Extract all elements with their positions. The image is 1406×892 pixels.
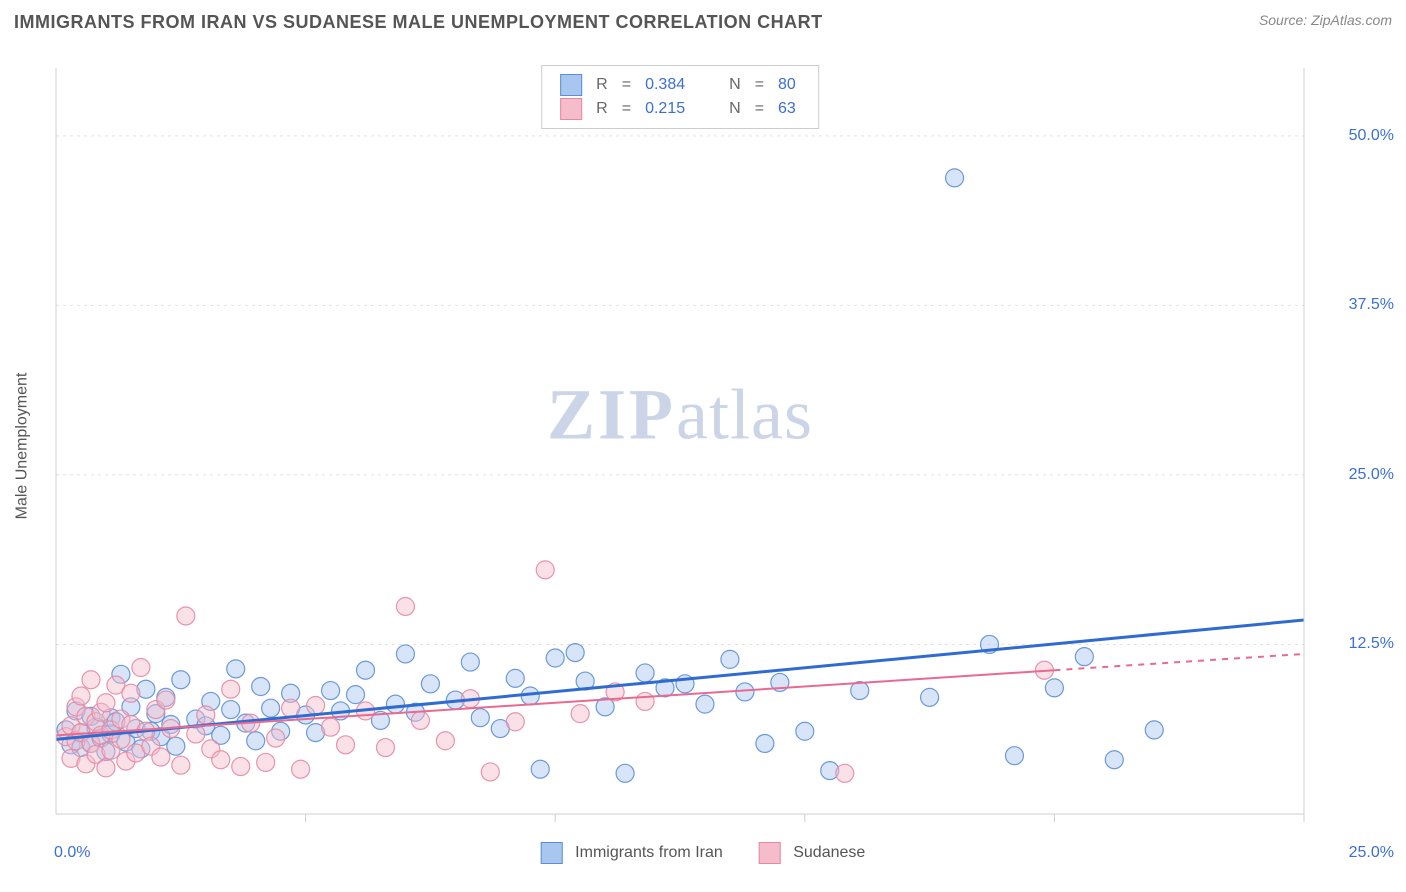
R-label: R — [590, 74, 614, 96]
chart-area: R = 0.384 N = 80 R = 0.215 N = 63 ZIPatl… — [54, 60, 1306, 832]
legend-label-sudanese: Sudanese — [793, 844, 865, 861]
source-label: Source: ZipAtlas.com — [1259, 12, 1392, 28]
correlation-legend: R = 0.384 N = 80 R = 0.215 N = 63 — [541, 65, 819, 129]
R-value-iran: 0.384 — [639, 74, 691, 96]
swatch-sudanese — [560, 98, 582, 120]
swatch-iran — [560, 74, 582, 96]
scatter-chart — [54, 60, 1306, 832]
N-value-iran: 80 — [772, 74, 802, 96]
N-label: N — [723, 74, 747, 96]
series-legend: Immigrants from Iran Sudanese — [541, 842, 866, 864]
swatch-iran-icon — [541, 842, 563, 864]
x-origin-label: 0.0% — [54, 844, 90, 862]
chart-header: IMMIGRANTS FROM IRAN VS SUDANESE MALE UN… — [14, 12, 1392, 33]
y-axis-label: Male Unemployment — [14, 373, 32, 520]
legend-row-iran: R = 0.384 N = 80 — [554, 74, 802, 96]
y-tick-label: 37.5% — [1349, 296, 1394, 314]
legend-row-sudanese: R = 0.215 N = 63 — [554, 98, 802, 120]
N-value-sudanese: 63 — [772, 98, 802, 120]
y-tick-labels: 12.5% 25.0% 37.5% 50.0% — [1306, 60, 1406, 832]
chart-title: IMMIGRANTS FROM IRAN VS SUDANESE MALE UN… — [14, 12, 823, 33]
R-value-sudanese: 0.215 — [639, 98, 691, 120]
legend-label-iran: Immigrants from Iran — [575, 844, 723, 861]
y-tick-label: 25.0% — [1349, 466, 1394, 484]
legend-item-sudanese: Sudanese — [759, 842, 866, 864]
swatch-sudanese-icon — [759, 842, 781, 864]
x-end-label: 25.0% — [1349, 844, 1394, 862]
y-tick-label: 12.5% — [1349, 635, 1394, 653]
legend-item-iran: Immigrants from Iran — [541, 842, 723, 864]
y-tick-label: 50.0% — [1349, 127, 1394, 145]
